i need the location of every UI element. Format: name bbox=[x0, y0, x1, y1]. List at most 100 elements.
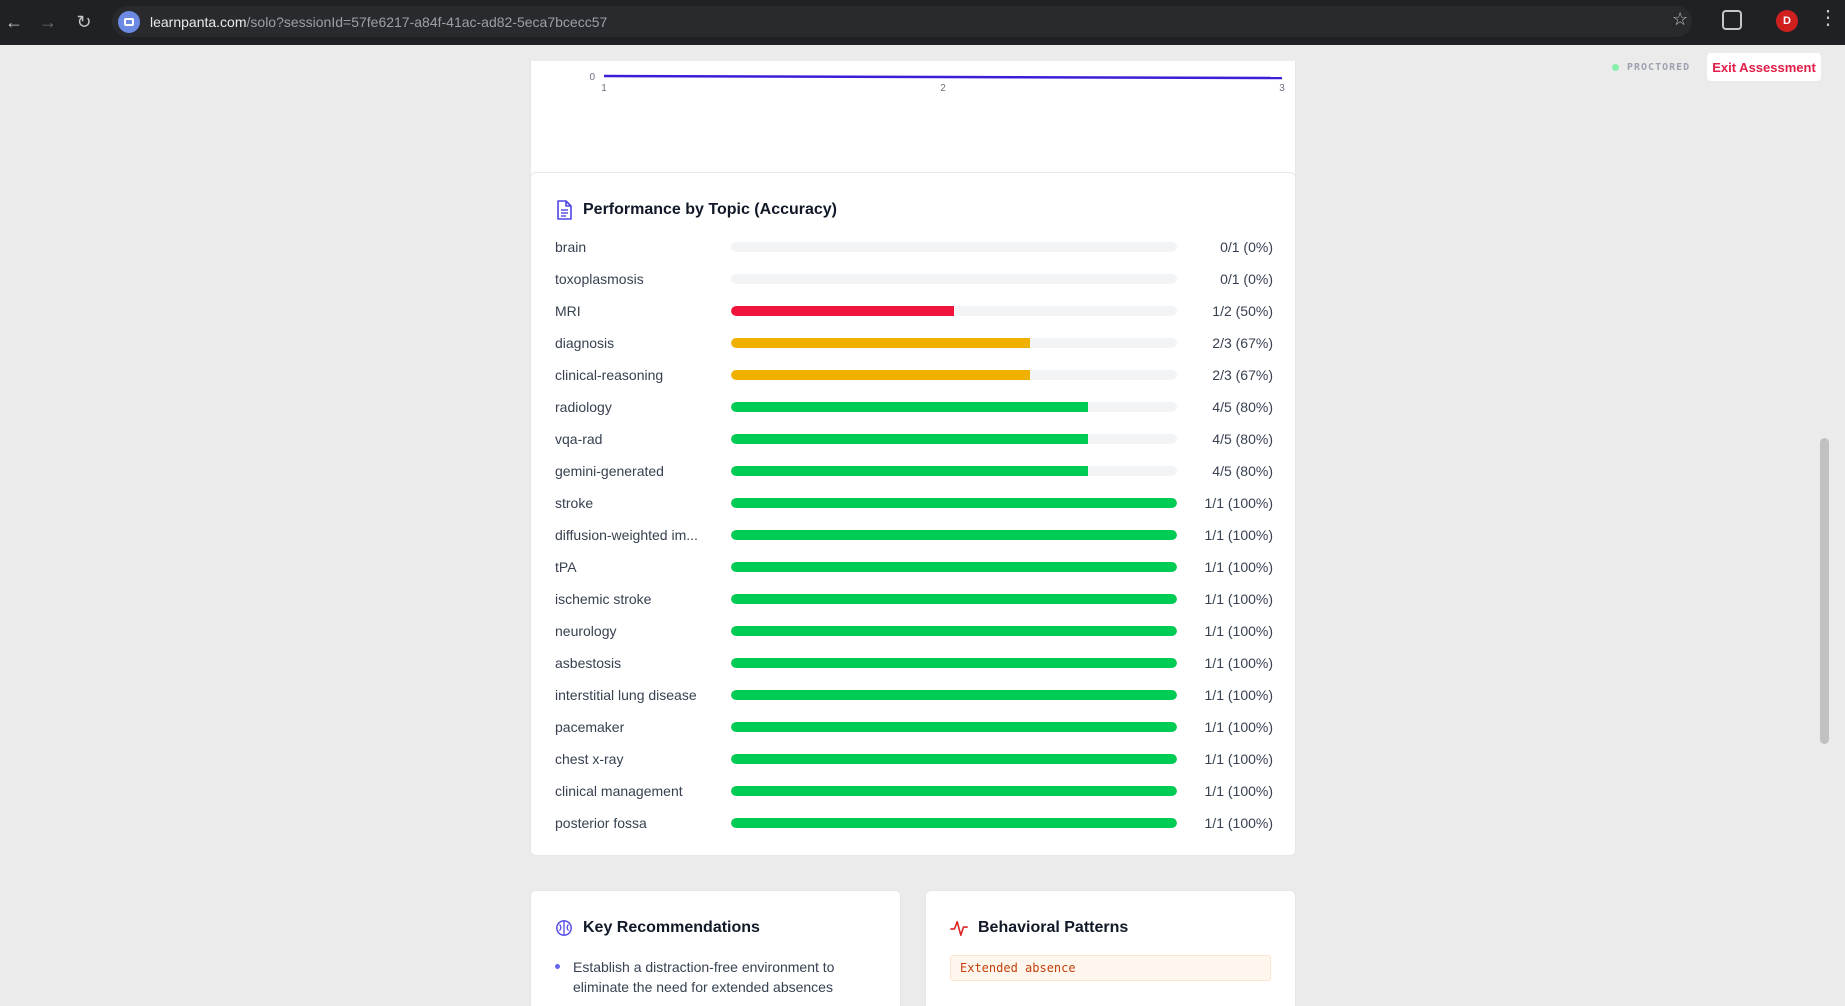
topic-label: radiology bbox=[555, 399, 612, 415]
url-text[interactable]: learnpanta.com/solo?sessionId=57fe6217-a… bbox=[150, 14, 607, 30]
topic-progress-fill bbox=[731, 370, 1030, 380]
topic-score: 1/1 (100%) bbox=[1204, 783, 1273, 799]
topic-label: MRI bbox=[555, 303, 581, 319]
topic-score: 1/1 (100%) bbox=[1204, 495, 1273, 511]
topic-progress-track bbox=[731, 306, 1177, 316]
browser-toolbar: ← → ↻ learnpanta.com/solo?sessionId=57fe… bbox=[0, 0, 1845, 45]
topic-label: vqa-rad bbox=[555, 431, 603, 447]
topic-progress-fill bbox=[731, 722, 1177, 732]
browser-menu-icon[interactable]: ⋮ bbox=[1818, 7, 1838, 29]
page-viewport: 1 2 3 0 Performance by Topic (Accuracy) bra… bbox=[0, 45, 1845, 1006]
site-info-icon[interactable] bbox=[118, 10, 140, 33]
topic-performance-card: Performance by Topic (Accuracy) brain 0/1… bbox=[530, 172, 1296, 856]
topic-progress-fill bbox=[731, 786, 1177, 796]
topic-progress-fill bbox=[731, 690, 1177, 700]
status-dot bbox=[1612, 64, 1619, 71]
extensions-icon[interactable] bbox=[1722, 10, 1742, 30]
topic-label: interstitial lung disease bbox=[555, 687, 697, 703]
topic-progress-track bbox=[731, 274, 1177, 284]
topic-progress-fill bbox=[731, 338, 1030, 348]
topic-row: MRI 1/2 (50%) bbox=[555, 301, 1273, 321]
topic-performance-title: Performance by Topic (Accuracy) bbox=[555, 200, 837, 220]
topic-label: asbestosis bbox=[555, 655, 622, 671]
topic-label: gemini-generated bbox=[555, 463, 664, 479]
topic-progress-fill bbox=[731, 402, 1088, 412]
topic-score: 1/1 (100%) bbox=[1204, 591, 1273, 607]
y-tick-label: 0 bbox=[589, 72, 595, 83]
back-arrow-icon[interactable]: ← bbox=[5, 12, 23, 32]
topic-score: 1/1 (100%) bbox=[1204, 719, 1273, 735]
behavioral-patterns-heading: Behavioral Patterns bbox=[978, 919, 1129, 936]
topic-row: radiology 4/5 (80%) bbox=[555, 397, 1273, 417]
recommendations-title: Key Recommendations bbox=[555, 918, 760, 938]
reload-icon[interactable]: ↻ bbox=[76, 12, 92, 32]
page-scrollbar[interactable] bbox=[1818, 45, 1830, 1006]
topic-row: chest x-ray 1/1 (100%) bbox=[555, 749, 1273, 769]
topic-progress-track bbox=[731, 722, 1177, 732]
topic-progress-track bbox=[731, 786, 1177, 796]
topic-row: clinical-reasoning 2/3 (67%) bbox=[555, 365, 1273, 385]
topic-row: interstitial lung disease 1/1 (100%) bbox=[555, 685, 1273, 705]
trend-line-chart: 1 2 3 0 bbox=[589, 72, 1285, 94]
exit-assessment-button[interactable]: Exit Assessment bbox=[1707, 53, 1821, 81]
topic-label: chest x-ray bbox=[555, 751, 624, 767]
bullet-dot bbox=[555, 964, 560, 969]
topic-row: diffusion-weighted im... 1/1 (100%) bbox=[555, 525, 1273, 545]
behavior-tag: Extended absence bbox=[950, 955, 1271, 981]
x-tick-label: 3 bbox=[1279, 83, 1285, 94]
topic-row: posterior fossa 1/1 (100%) bbox=[555, 813, 1273, 833]
forward-arrow-icon[interactable]: → bbox=[39, 12, 57, 32]
bookmark-star-icon[interactable]: ☆ bbox=[1672, 9, 1689, 29]
topic-label: ischemic stroke bbox=[555, 591, 652, 607]
topic-label: stroke bbox=[555, 495, 594, 511]
topic-progress-track bbox=[731, 466, 1177, 476]
document-icon bbox=[557, 200, 572, 220]
topic-row: tPA 1/1 (100%) bbox=[555, 557, 1273, 577]
topic-progress-track bbox=[731, 530, 1177, 540]
topic-row: toxoplasmosis 0/1 (0%) bbox=[555, 269, 1273, 289]
x-tick-label: 1 bbox=[601, 83, 607, 94]
topic-progress-track bbox=[731, 690, 1177, 700]
recommendation-text: Establish a distraction-free environment… bbox=[573, 959, 835, 995]
topic-progress-fill bbox=[731, 466, 1088, 476]
proctored-label: PROCTORED bbox=[1627, 62, 1691, 73]
topic-row: brain 0/1 (0%) bbox=[555, 237, 1273, 257]
topic-row: diagnosis 2/3 (67%) bbox=[555, 333, 1273, 353]
topic-progress-track bbox=[731, 498, 1177, 508]
topic-score: 1/2 (50%) bbox=[1212, 303, 1273, 319]
topic-label: brain bbox=[555, 239, 587, 255]
topic-progress-track bbox=[731, 434, 1177, 444]
topic-row: clinical management 1/1 (100%) bbox=[555, 781, 1273, 801]
topic-row: pacemaker 1/1 (100%) bbox=[555, 717, 1273, 737]
topic-score: 1/1 (100%) bbox=[1204, 687, 1273, 703]
topic-progress-fill bbox=[731, 754, 1177, 764]
topic-progress-fill bbox=[731, 626, 1177, 636]
topic-row: neurology 1/1 (100%) bbox=[555, 621, 1273, 641]
proctored-indicator: PROCTORED bbox=[1612, 62, 1690, 73]
topic-label: diagnosis bbox=[555, 335, 615, 351]
topic-progress-track bbox=[731, 626, 1177, 636]
topic-score: 0/1 (0%) bbox=[1220, 271, 1273, 287]
topic-score: 4/5 (80%) bbox=[1212, 431, 1273, 447]
brain-icon bbox=[556, 920, 572, 936]
topic-label: pacemaker bbox=[555, 719, 625, 735]
activity-pulse-icon bbox=[950, 920, 968, 937]
topic-progress-track bbox=[731, 370, 1177, 380]
scrollbar-thumb[interactable] bbox=[1820, 438, 1829, 744]
topic-row: asbestosis 1/1 (100%) bbox=[555, 653, 1273, 673]
behavioral-patterns-card: Behavioral Patterns Extended absence bbox=[925, 890, 1296, 1006]
topic-progress-fill bbox=[731, 530, 1177, 540]
topic-row: vqa-rad 4/5 (80%) bbox=[555, 429, 1273, 449]
topic-row: gemini-generated 4/5 (80%) bbox=[555, 461, 1273, 481]
topic-label: clinical management bbox=[555, 783, 683, 799]
profile-avatar[interactable]: D bbox=[1776, 10, 1798, 32]
topic-score: 2/3 (67%) bbox=[1212, 367, 1273, 383]
topic-progress-fill bbox=[731, 594, 1177, 604]
topic-score: 1/1 (100%) bbox=[1204, 527, 1273, 543]
address-bar[interactable]: learnpanta.com/solo?sessionId=57fe6217-a… bbox=[112, 6, 1692, 37]
topic-label: tPA bbox=[555, 559, 577, 575]
url-domain: learnpanta.com bbox=[150, 13, 247, 30]
topic-progress-fill bbox=[731, 818, 1177, 828]
recommendation-item: Establish a distraction-free environment… bbox=[555, 957, 875, 997]
topic-label: posterior fossa bbox=[555, 815, 647, 831]
